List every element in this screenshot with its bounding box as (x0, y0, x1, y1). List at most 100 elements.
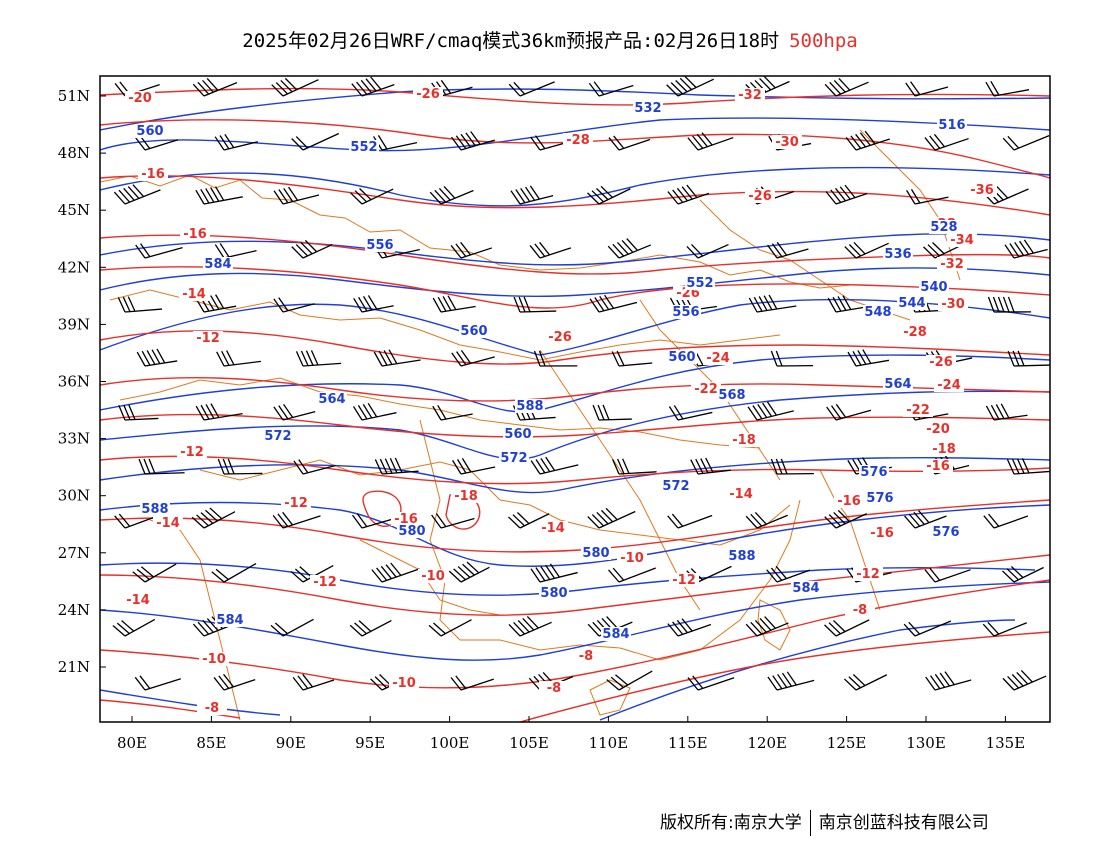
temperature-label: -34 (950, 233, 974, 248)
temperature-contour (100, 455, 1050, 485)
wind-barb (587, 185, 631, 205)
height-contour (100, 689, 281, 716)
wind-barb (138, 458, 185, 475)
height-label-bg (515, 399, 545, 413)
wind-barb (824, 619, 870, 637)
height-label-bg (865, 491, 895, 505)
lat-tick-label: 42N (58, 258, 90, 276)
temperature-label: -12 (672, 573, 696, 588)
temperature-label: -14 (182, 287, 206, 302)
wind-barb (513, 296, 557, 313)
wind-barb (612, 458, 657, 475)
wind-barb (925, 671, 972, 691)
temperature-label-bg (138, 167, 168, 181)
footer-company: 南京创蓝科技有限公司 (818, 813, 989, 833)
lat-tick-label: 21N (58, 658, 90, 676)
lon-tick-label: 90E (276, 734, 306, 752)
temperature-contour (100, 499, 1050, 553)
wind-barb (450, 131, 495, 151)
temperature-label: -16 (870, 526, 894, 541)
temperature-label: -18 (732, 433, 756, 448)
height-label: 580 (398, 524, 425, 539)
temperature-label: -22 (694, 382, 718, 397)
temperature-label-bg (703, 351, 733, 365)
temperature-label: -10 (620, 551, 644, 566)
temperature-label: -12 (284, 496, 308, 511)
lon-tick-label: 80E (117, 734, 147, 752)
temperature-label-bg (545, 330, 575, 344)
height-label-bg (883, 377, 913, 391)
lat-tick-label: 30N (58, 487, 90, 505)
wind-barb (924, 567, 971, 583)
temperature-label: -26 (416, 87, 440, 102)
temperature-label-bg (923, 422, 953, 436)
temperature-label: -36 (970, 183, 994, 198)
wind-barb (114, 513, 159, 529)
wind-barb (192, 78, 238, 97)
temperature-label: -16 (183, 227, 207, 242)
temperature-label: -26 (548, 330, 572, 345)
wind-barb (117, 296, 163, 313)
wind-barb (587, 507, 636, 529)
wind-barb (529, 241, 572, 259)
lat-tick-label: 36N (58, 373, 90, 391)
temperature-label: -24 (937, 378, 961, 393)
wind-barb (533, 350, 578, 367)
height-label-bg (581, 546, 611, 560)
wind-barb (216, 350, 262, 367)
height-label: 572 (264, 429, 291, 444)
lon-tick-label: 125E (827, 734, 867, 752)
temperature-label-bg (563, 133, 593, 147)
longitude-axis: 80E 85E 90E 95E 100E 105E 110E 115E 120E 125E 130E… (117, 716, 1025, 752)
wind-barb (686, 243, 729, 259)
height-label: 588 (516, 399, 543, 414)
boundary-line (100, 174, 851, 289)
temperature-label: -8 (547, 681, 561, 696)
height-contour (100, 354, 1050, 413)
temperature-contour (100, 554, 1050, 616)
height-label: 584 (204, 257, 231, 272)
wind-barb (904, 510, 947, 529)
height-label-bg (459, 324, 489, 338)
temperature-label-bg (539, 681, 569, 695)
wind-barb (1004, 239, 1048, 259)
temperature-label-bg (903, 403, 933, 417)
temperature-label: -30 (941, 297, 965, 312)
temperature-contour (362, 490, 402, 527)
wind-barb (432, 404, 473, 421)
wind-barb (429, 186, 474, 205)
height-label-bg (919, 280, 949, 294)
wind-barb (214, 133, 258, 151)
wind-barb (611, 350, 653, 367)
footer: 版权所有:南京大学 南京创蓝科技有限公司 (660, 808, 989, 836)
temperature-label-bg (926, 355, 956, 369)
wind-barb (690, 457, 731, 475)
wind-barb (607, 238, 652, 259)
wind-barb (767, 671, 815, 691)
temperature-label-bg (735, 88, 765, 102)
wind-barb (352, 402, 397, 421)
temperature-label-bg (845, 603, 875, 617)
temperature-label-bg (900, 325, 930, 339)
wind-barb (508, 615, 552, 637)
temperature-label-bg (180, 227, 210, 241)
wind-barb (905, 81, 949, 97)
height-label-bg (499, 451, 529, 465)
wind-barb (745, 511, 788, 529)
height-label-bg (397, 524, 427, 538)
footer-separator (809, 810, 811, 836)
temperature-label-bg (571, 649, 601, 663)
height-label-bg (883, 247, 913, 261)
lon-tick-label: 95E (355, 734, 385, 752)
wind-barb (588, 81, 634, 97)
wind-barb (374, 457, 419, 475)
temperature-label: -20 (128, 91, 152, 106)
temperature-label-bg (745, 189, 775, 203)
lon-tick-label: 135E (986, 734, 1026, 752)
wind-barb (924, 133, 969, 151)
wind-barb (589, 294, 638, 313)
height-label: 564 (884, 377, 911, 392)
temperature-label-bg (193, 331, 223, 345)
boundary-line (419, 419, 801, 661)
wind-barb (271, 77, 319, 97)
